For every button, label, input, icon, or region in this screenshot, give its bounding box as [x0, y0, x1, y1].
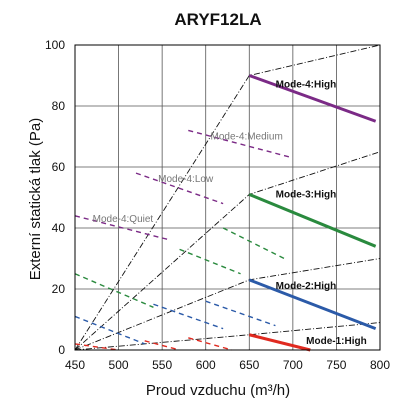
y-tick-label: 80 — [52, 99, 66, 113]
y-tick-label: 40 — [52, 221, 66, 235]
y-tick-labels: 0 20 40 60 80 100 — [45, 38, 65, 357]
series-line — [144, 340, 180, 351]
series-line — [179, 248, 241, 275]
system-curve — [74, 151, 381, 351]
series-line — [188, 337, 233, 351]
x-tick-label: 550 — [152, 358, 172, 372]
y-tick-label: 60 — [52, 160, 66, 174]
y-tick-label: 100 — [45, 38, 65, 52]
x-tick-label: 800 — [370, 358, 390, 372]
series-line — [248, 278, 377, 331]
x-tick-label: 500 — [109, 358, 129, 372]
series-line — [188, 129, 294, 159]
x-tick-label: 650 — [239, 358, 259, 372]
x-tick-label: 750 — [326, 358, 346, 372]
series-line — [248, 193, 377, 248]
annotation-label: Mode-4:Medium — [211, 132, 283, 143]
series-line — [74, 215, 172, 241]
series-line — [222, 227, 285, 260]
y-tick-label: 20 — [52, 282, 66, 296]
annotation-label: Mode-3:High — [276, 189, 337, 200]
y-axis-label: Externí statická tlak (Pa) — [27, 118, 44, 281]
series-lines — [74, 74, 377, 352]
x-axis-label: Proud vzduchu (m³/h) — [146, 382, 290, 399]
annotation-label: Mode-4:Low — [158, 174, 214, 185]
series-line — [74, 343, 119, 351]
series-line — [135, 172, 224, 205]
series-line — [248, 333, 311, 352]
annotation-label: Mode-4:Quiet — [93, 214, 154, 225]
series-line — [205, 300, 276, 327]
annotation-label: Mode-4:High — [276, 80, 337, 91]
series-line — [74, 315, 145, 345]
annotation-label: Mode-2:High — [276, 281, 337, 292]
x-tick-labels: 450 500 550 600 650 700 750 800 — [65, 358, 390, 372]
x-tick-label: 450 — [65, 358, 85, 372]
chart-title: ARYF12LA — [174, 10, 261, 29]
annotations: Mode-4:High Mode-4:Medium Mode-4:Low Mode-4… — [93, 80, 367, 347]
annotation-label: Mode-1:High — [306, 336, 367, 347]
plot-frame — [74, 44, 381, 351]
x-tick-label: 600 — [196, 358, 216, 372]
series-line — [248, 74, 377, 123]
x-tick-label: 700 — [283, 358, 303, 372]
y-tick-label: 0 — [58, 343, 65, 357]
system-curve — [74, 322, 381, 351]
series-line — [153, 303, 224, 330]
